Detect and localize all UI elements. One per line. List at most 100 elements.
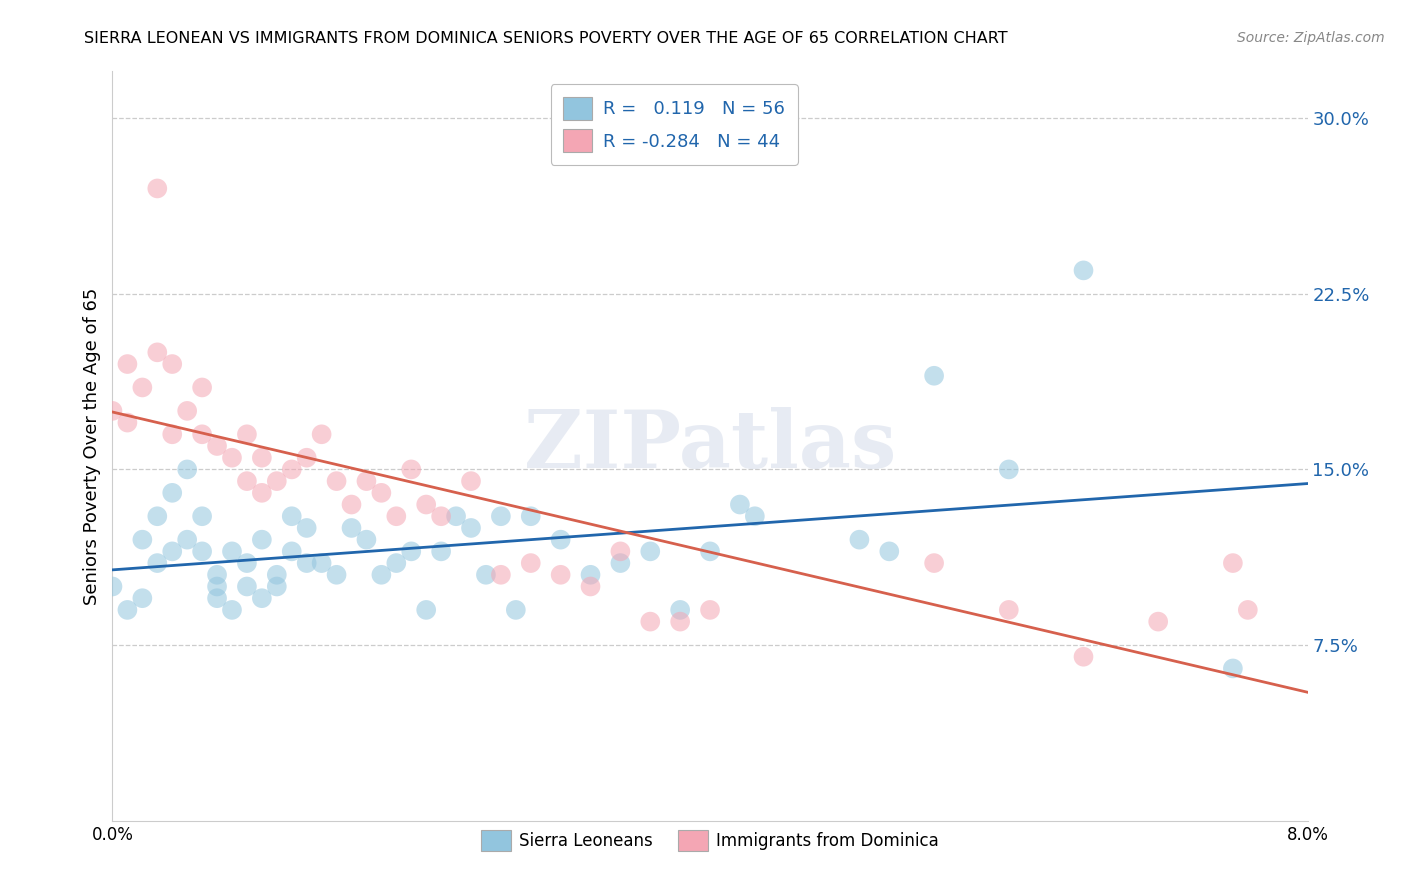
Point: [101, 580, 124, 594]
Point: [401, 462, 423, 476]
Point: [281, 544, 304, 558]
Point: [415, 498, 437, 512]
Point: [146, 556, 169, 570]
Point: [385, 556, 408, 570]
Point: [430, 509, 453, 524]
Point: [236, 474, 259, 488]
Point: [131, 533, 153, 547]
Point: [311, 427, 333, 442]
Point: [489, 567, 512, 582]
Point: [250, 533, 273, 547]
Point: [1237, 603, 1260, 617]
Point: [295, 521, 318, 535]
Point: [281, 509, 304, 524]
Point: [250, 450, 273, 465]
Point: [998, 603, 1021, 617]
Point: [131, 591, 153, 606]
Point: [205, 567, 228, 582]
Point: [640, 615, 662, 629]
Point: [176, 533, 198, 547]
Point: [609, 544, 631, 558]
Point: [191, 544, 214, 558]
Point: [131, 380, 153, 394]
Point: [520, 556, 543, 570]
Point: [250, 591, 273, 606]
Point: [281, 462, 304, 476]
Point: [669, 603, 692, 617]
Point: [191, 380, 214, 394]
Point: [1073, 649, 1095, 664]
Point: [370, 567, 392, 582]
Point: [1147, 615, 1170, 629]
Point: [489, 509, 512, 524]
Point: [266, 580, 288, 594]
Point: [460, 521, 482, 535]
Point: [430, 544, 453, 558]
Point: [146, 181, 169, 195]
Y-axis label: Seniors Poverty Over the Age of 65: Seniors Poverty Over the Age of 65: [83, 287, 101, 605]
Point: [176, 404, 198, 418]
Point: [205, 439, 228, 453]
Point: [401, 544, 423, 558]
Point: [370, 485, 392, 500]
Point: [221, 450, 243, 465]
Point: [444, 509, 467, 524]
Point: [162, 485, 183, 500]
Point: [191, 509, 214, 524]
Point: [117, 357, 139, 371]
Point: [236, 580, 259, 594]
Point: [520, 509, 543, 524]
Point: [101, 404, 124, 418]
Point: [550, 533, 572, 547]
Point: [877, 544, 901, 558]
Point: [311, 556, 333, 570]
Point: [325, 474, 347, 488]
Point: [475, 567, 498, 582]
Point: [221, 544, 243, 558]
Point: [728, 498, 751, 512]
Point: [699, 544, 721, 558]
Point: [295, 556, 318, 570]
Point: [236, 427, 259, 442]
Point: [415, 603, 437, 617]
Point: [579, 567, 602, 582]
Point: [744, 509, 766, 524]
Point: [505, 603, 527, 617]
Point: [356, 474, 378, 488]
Point: [191, 427, 214, 442]
Point: [162, 357, 183, 371]
Point: [176, 462, 198, 476]
Point: [460, 474, 482, 488]
Point: [669, 615, 692, 629]
Point: [922, 556, 945, 570]
Point: [998, 462, 1021, 476]
Point: [1222, 661, 1244, 675]
Point: [205, 591, 228, 606]
Point: [250, 485, 273, 500]
Point: [579, 580, 602, 594]
Text: SIERRA LEONEAN VS IMMIGRANTS FROM DOMINICA SENIORS POVERTY OVER THE AGE OF 65 CO: SIERRA LEONEAN VS IMMIGRANTS FROM DOMINI…: [84, 31, 1008, 46]
Point: [325, 567, 347, 582]
Point: [609, 556, 631, 570]
Point: [340, 521, 363, 535]
Point: [340, 498, 363, 512]
Point: [550, 567, 572, 582]
Text: Source: ZipAtlas.com: Source: ZipAtlas.com: [1237, 31, 1385, 45]
Point: [1222, 556, 1244, 570]
Point: [699, 603, 721, 617]
Point: [221, 603, 243, 617]
Point: [162, 427, 183, 442]
Point: [146, 509, 169, 524]
Point: [266, 567, 288, 582]
Point: [356, 533, 378, 547]
Point: [205, 580, 228, 594]
Point: [385, 509, 408, 524]
Point: [848, 533, 870, 547]
Point: [295, 450, 318, 465]
Point: [922, 368, 945, 383]
Legend: Sierra Leoneans, Immigrants from Dominica: Sierra Leoneans, Immigrants from Dominic…: [474, 823, 946, 857]
Point: [1073, 263, 1095, 277]
Text: ZIPatlas: ZIPatlas: [524, 407, 896, 485]
Point: [640, 544, 662, 558]
Point: [117, 416, 139, 430]
